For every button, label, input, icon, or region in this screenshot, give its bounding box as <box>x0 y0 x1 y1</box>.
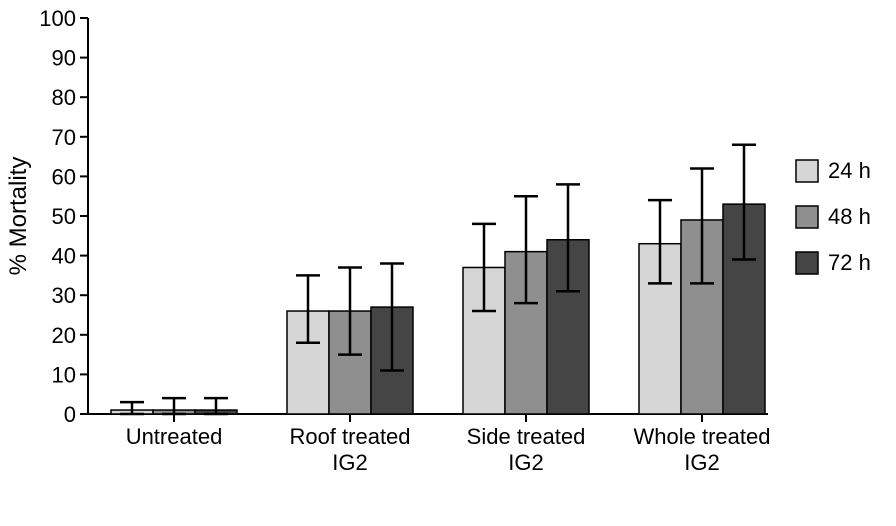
category-label-line2: IG2 <box>684 450 719 475</box>
y-tick-label: 20 <box>52 323 76 348</box>
y-tick-label: 80 <box>52 85 76 110</box>
y-tick-label: 90 <box>52 46 76 71</box>
y-tick-label: 60 <box>52 164 76 189</box>
legend-swatch <box>796 206 818 228</box>
legend-label: 24 h <box>828 158 871 183</box>
mortality-bar-chart: 0 10 20 30 40 50 60 70 80 90 100 % Mortality Untreat… <box>0 0 896 526</box>
y-tick-label: 10 <box>52 362 76 387</box>
y-tick-label: 50 <box>52 204 76 229</box>
legend-swatch <box>796 160 818 182</box>
category-label: Side treated <box>467 424 586 449</box>
legend-label: 48 h <box>828 204 871 229</box>
category-label: Untreated <box>126 424 223 449</box>
legend-label: 72 h <box>828 250 871 275</box>
category-label: Whole treated <box>634 424 771 449</box>
y-tick-label: 70 <box>52 125 76 150</box>
y-tick-label: 100 <box>39 6 76 31</box>
category-label: Roof treated <box>289 424 410 449</box>
y-tick-label: 0 <box>64 402 76 427</box>
legend-swatch <box>796 252 818 274</box>
category-label-line2: IG2 <box>508 450 543 475</box>
y-axis-title: % Mortality <box>5 157 32 276</box>
y-tick-label: 40 <box>52 244 76 269</box>
category-label-line2: IG2 <box>332 450 367 475</box>
y-tick-label: 30 <box>52 283 76 308</box>
